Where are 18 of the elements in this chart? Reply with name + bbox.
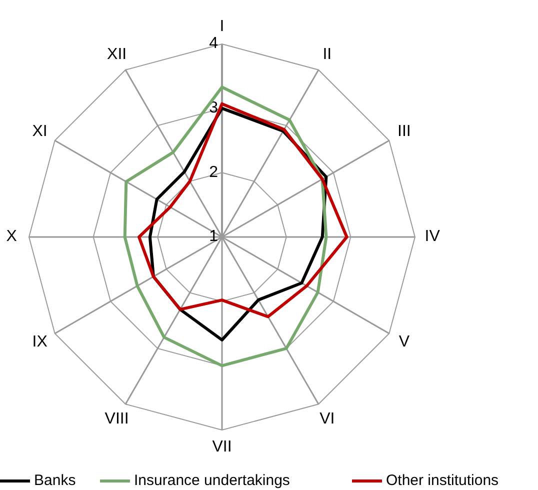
legend-label: Other institutions — [386, 472, 499, 489]
spoke-label: II — [322, 46, 332, 64]
spoke-label: IV — [424, 228, 440, 246]
spoke-label: XI — [32, 123, 48, 140]
spoke-label: V — [398, 333, 410, 350]
spoke-label: I — [220, 18, 224, 35]
y-tick-label: 2 — [209, 164, 218, 181]
y-tick-label: 1 — [209, 228, 218, 246]
spoke-label: X — [6, 228, 18, 246]
spoke-label: VIII — [104, 410, 129, 428]
spoke-label: VI — [320, 410, 335, 428]
legend-label: Banks — [34, 472, 76, 489]
spoke-label: XII — [107, 46, 127, 64]
spoke-label: VII — [212, 438, 232, 456]
y-tick-label: 4 — [209, 35, 218, 52]
spoke-label: IX — [32, 333, 48, 350]
spoke-label: III — [398, 123, 411, 140]
legend-label: Insurance undertakings — [134, 472, 290, 489]
